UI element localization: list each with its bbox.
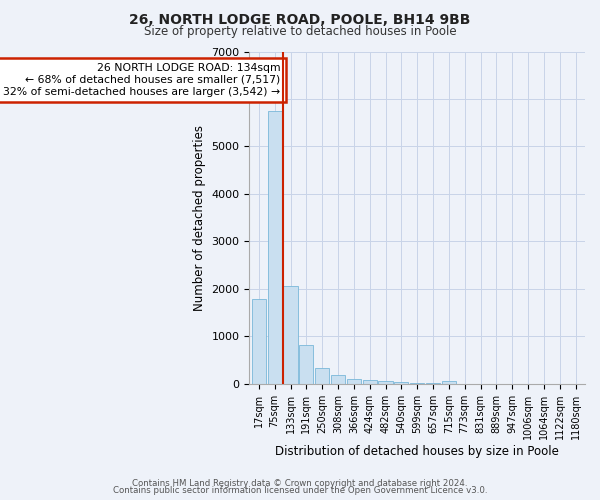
Bar [442, 380, 456, 384]
Bar [299, 345, 313, 384]
Bar [252, 299, 266, 384]
X-axis label: Distribution of detached houses by size in Poole: Distribution of detached houses by size … [275, 444, 559, 458]
Y-axis label: Number of detached properties: Number of detached properties [193, 124, 206, 310]
Text: 26 NORTH LODGE ROAD: 134sqm
← 68% of detached houses are smaller (7,517)
32% of : 26 NORTH LODGE ROAD: 134sqm ← 68% of det… [3, 64, 280, 96]
Text: Contains public sector information licensed under the Open Government Licence v3: Contains public sector information licen… [113, 486, 487, 495]
Bar [410, 383, 424, 384]
Bar [331, 375, 345, 384]
Text: Contains HM Land Registry data © Crown copyright and database right 2024.: Contains HM Land Registry data © Crown c… [132, 478, 468, 488]
Bar [379, 381, 392, 384]
Bar [283, 286, 298, 384]
Text: Size of property relative to detached houses in Poole: Size of property relative to detached ho… [143, 25, 457, 38]
Bar [268, 111, 282, 384]
Bar [394, 382, 409, 384]
Bar [426, 383, 440, 384]
Text: 26, NORTH LODGE ROAD, POOLE, BH14 9BB: 26, NORTH LODGE ROAD, POOLE, BH14 9BB [130, 12, 470, 26]
Bar [347, 378, 361, 384]
Bar [315, 368, 329, 384]
Bar [362, 380, 377, 384]
